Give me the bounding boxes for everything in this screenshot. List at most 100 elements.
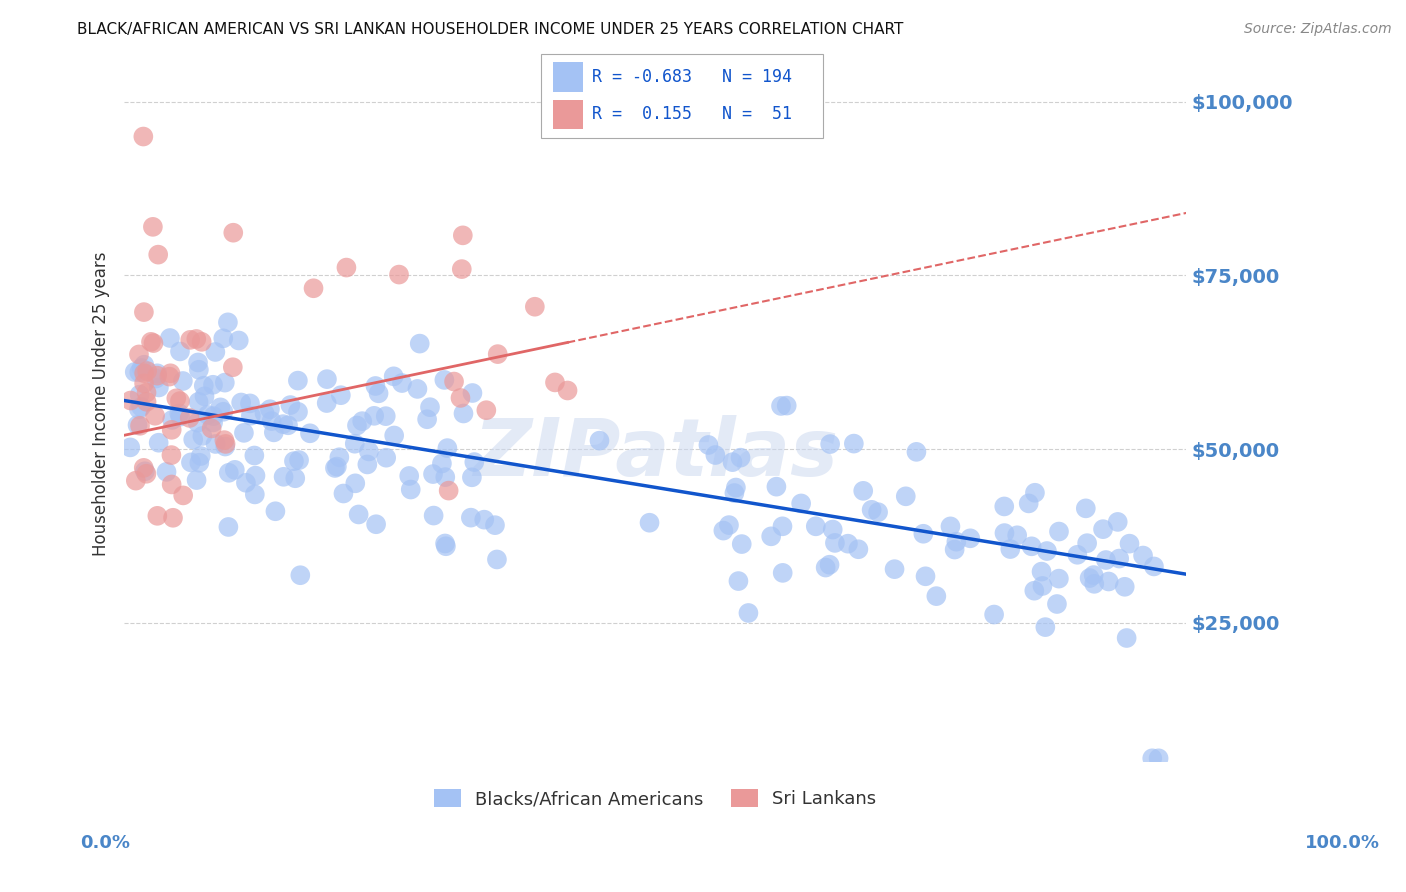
Blacks/African Americans [409,336,432,351]
Blacks/African Americans [398,469,420,483]
Blacks/African Americans [852,483,875,498]
Sri Lankans [450,391,472,405]
Blacks/African Americans [259,402,281,417]
Blacks/African Americans [436,441,458,455]
Blacks/African Americans [288,453,311,467]
Sri Lankans [132,376,155,391]
Blacks/African Americans [239,396,262,410]
Blacks/African Americans [422,467,444,481]
Blacks/African Americans [484,518,506,533]
Blacks/African Americans [912,526,935,541]
Blacks/African Americans [356,458,378,472]
Sri Lankans [142,219,165,234]
Blacks/African Americans [721,455,744,469]
Sri Lankans [135,467,157,481]
Blacks/African Americans [993,526,1015,541]
Blacks/African Americans [860,503,883,517]
Text: 100.0%: 100.0% [1305,834,1381,852]
Blacks/African Americans [212,331,235,345]
Blacks/African Americans [328,450,350,465]
Sri Lankans [214,433,236,447]
Blacks/African Americans [228,334,250,348]
Blacks/African Americans [1066,548,1088,562]
Blacks/African Americans [273,470,295,484]
Blacks/African Americans [323,461,346,475]
Blacks/African Americans [818,558,841,572]
Sri Lankans [302,281,325,295]
Sri Lankans [120,393,142,408]
Blacks/African Americans [284,471,307,485]
Blacks/African Americans [759,529,782,543]
Blacks/African Americans [187,362,209,376]
Sri Lankans [160,448,183,462]
Blacks/African Americans [315,396,337,410]
Sri Lankans [165,392,187,406]
Blacks/African Americans [134,358,156,372]
Blacks/African Americans [347,508,370,522]
Blacks/African Americans [737,606,759,620]
Blacks/African Americans [814,560,837,574]
Blacks/African Americans [128,387,150,401]
Blacks/African Americans [128,402,150,417]
Blacks/African Americans [717,518,740,533]
Blacks/African Americans [463,455,485,469]
Blacks/African Americans [1047,524,1070,539]
Sri Lankans [134,366,156,380]
Sri Lankans [475,403,498,417]
Blacks/African Americans [399,483,422,497]
Blacks/African Americans [180,455,202,469]
Sri Lankans [557,384,579,398]
Sri Lankans [179,333,201,347]
Blacks/African Americans [181,433,204,447]
Y-axis label: Householder Income Under 25 years: Householder Income Under 25 years [93,252,110,557]
Blacks/African Americans [848,542,870,557]
Blacks/African Americans [364,379,387,393]
Blacks/African Americans [824,536,846,550]
Blacks/African Americans [191,429,214,443]
Sri Lankans [169,394,191,409]
Blacks/African Americans [790,496,813,510]
Blacks/African Americans [1083,568,1105,582]
Blacks/African Americans [217,520,239,534]
Blacks/African Americans [453,407,475,421]
Sri Lankans [146,508,169,523]
Blacks/African Americans [1021,539,1043,553]
Sri Lankans [523,300,546,314]
Blacks/African Americans [260,414,283,428]
Sri Lankans [486,347,509,361]
Blacks/African Americans [329,388,352,402]
Sri Lankans [132,129,155,144]
Blacks/African Americans [214,440,236,454]
Blacks/African Americans [939,519,962,533]
Sri Lankans [128,347,150,361]
Blacks/African Americans [1024,485,1046,500]
Blacks/African Americans [1132,549,1154,563]
Blacks/African Americans [343,436,366,450]
Blacks/African Americans [287,374,309,388]
Blacks/African Americans [391,376,413,390]
Blacks/African Americans [187,394,209,409]
Blacks/African Americans [711,524,734,538]
Text: BLACK/AFRICAN AMERICAN VS SRI LANKAN HOUSEHOLDER INCOME UNDER 25 YEARS CORRELATI: BLACK/AFRICAN AMERICAN VS SRI LANKAN HOU… [77,22,904,37]
Sri Lankans [148,247,170,261]
Blacks/African Americans [1036,544,1059,558]
Blacks/African Americans [160,413,183,427]
Blacks/African Americans [485,552,508,566]
Blacks/African Americans [1047,572,1070,586]
Sri Lankans [186,332,208,346]
Blacks/African Americans [214,376,236,390]
Blacks/African Americans [231,395,253,409]
Blacks/African Americans [127,417,149,432]
Sri Lankans [201,421,224,435]
Blacks/African Americans [224,463,246,477]
Blacks/African Americans [187,416,209,430]
Blacks/African Americans [434,470,457,484]
Blacks/African Americans [382,369,405,384]
Sri Lankans [142,336,165,351]
Blacks/African Americans [769,399,792,413]
Blacks/African Americans [134,464,156,478]
Blacks/African Americans [169,344,191,359]
Blacks/African Americans [197,408,219,422]
Blacks/African Americans [842,436,865,450]
Sri Lankans [179,411,201,425]
